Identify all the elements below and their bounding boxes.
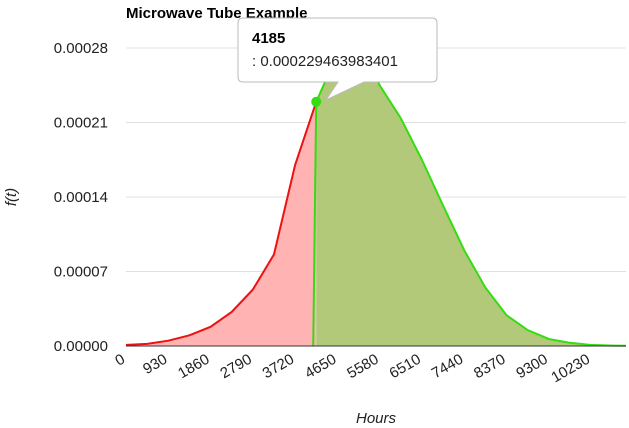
y-tick-label: 0.00028 xyxy=(54,40,108,57)
x-tick-label: 9300 xyxy=(513,351,550,382)
x-tick-label: 5580 xyxy=(344,351,381,382)
x-tick-label: 930 xyxy=(140,351,170,378)
tooltip: 4185 : 0.000229463983401 xyxy=(237,17,438,102)
tooltip-text: : 0.000229463983401 xyxy=(252,53,398,70)
y-axis-title: f(t) xyxy=(3,188,20,206)
plot xyxy=(125,35,627,347)
x-tick-label: 10230 xyxy=(548,351,593,387)
x-tick-label: 6510 xyxy=(387,351,424,382)
highlight-point xyxy=(311,96,322,107)
tooltip-box xyxy=(237,17,438,102)
x-tick-label: 3720 xyxy=(260,351,297,382)
y-tick-label: 0.00007 xyxy=(54,264,108,281)
y-tick-label: 0.00021 xyxy=(54,115,108,132)
tooltip-title: 4185 xyxy=(252,30,285,47)
area-fill xyxy=(316,37,626,346)
x-tick-label: 7440 xyxy=(429,351,466,382)
x-tick-label: 2790 xyxy=(217,351,254,382)
y-tick-label: 0.00014 xyxy=(54,189,108,206)
x-tick-label: 0 xyxy=(112,351,128,370)
area-fill xyxy=(126,101,317,346)
x-tick-label: 4650 xyxy=(302,351,339,382)
x-tick-label: 8370 xyxy=(471,351,508,382)
x-axis-title: Hours xyxy=(356,410,397,427)
x-tick-label: 1860 xyxy=(175,351,212,382)
area-edge xyxy=(312,101,318,347)
series-line xyxy=(125,101,318,346)
y-tick-label: 0.00000 xyxy=(54,338,108,355)
